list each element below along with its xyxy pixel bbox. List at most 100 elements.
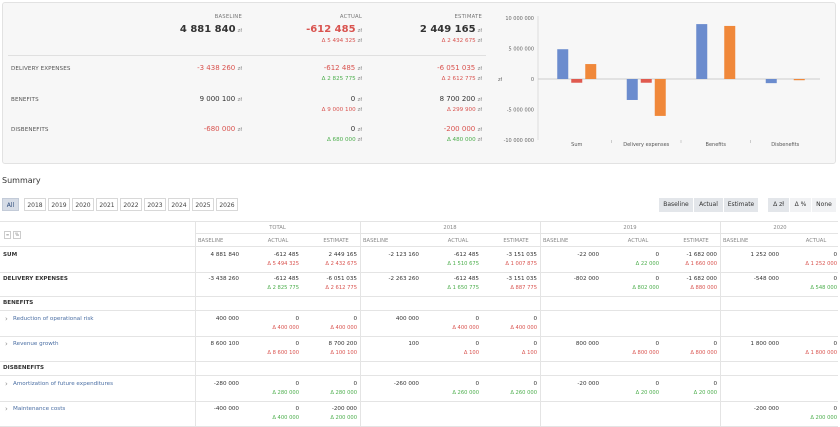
cell-delta: Δ 2 825 775	[267, 285, 299, 291]
column-divider	[720, 221, 721, 427]
cell-value: 0	[833, 406, 837, 412]
year-filter-2019[interactable]: 2019	[48, 198, 70, 211]
cell-delta: Δ 1 252 000	[805, 261, 837, 267]
cell-value: -2 263 260	[388, 276, 420, 282]
sum-estimate: 2 449 165 zł	[419, 24, 482, 35]
cell-delta: Δ 22 000	[635, 261, 659, 267]
cell-delta: Δ 260 000	[452, 390, 479, 396]
group-header-2020: 2020	[773, 225, 787, 231]
year-filter-2020[interactable]: 2020	[72, 198, 94, 211]
cell-delta: Δ 1 007 875	[505, 261, 537, 267]
bar-delivery-expenses	[640, 79, 652, 83]
y-tick-label: -10 000 000	[504, 138, 534, 144]
cell-value: 0	[533, 341, 537, 347]
row-label-amortization-of-future-expenditures[interactable]: Amortization of future expenditures	[13, 381, 113, 387]
cell-delta: Δ 5 494 325	[267, 261, 299, 267]
year-filter-2018[interactable]: 2018	[24, 198, 46, 211]
benefits-baseline: 9 000 100 zł	[199, 95, 242, 103]
cell-delta: Δ 1 650 775	[447, 285, 479, 291]
cell-value: -22 000	[577, 252, 599, 258]
cell-delta: Δ 548 000	[810, 285, 837, 291]
bar-disbenefits	[793, 79, 805, 81]
year-filter-2026[interactable]: 2026	[216, 198, 238, 211]
cell-delta: Δ 100 100	[330, 350, 357, 356]
sub-header-actual: ACTUAL	[805, 238, 827, 244]
row-divider	[0, 336, 838, 337]
x-tick-label: Delivery expenses	[623, 142, 669, 148]
sub-header-baseline: BASELINE	[198, 238, 224, 244]
y-tick-label: 10 000 000	[505, 16, 534, 22]
cell-value: -3 438 260	[208, 276, 240, 282]
cell-value: 8 700 200	[328, 341, 357, 347]
cell-value: -612 485	[273, 276, 299, 282]
sub-header-baseline: BASELINE	[543, 238, 569, 244]
cell-value: 400 000	[395, 316, 419, 322]
delta-percent-button[interactable]: Δ %	[790, 198, 811, 212]
row-divider	[0, 221, 838, 222]
summary-title: Summary	[2, 176, 41, 185]
cell-delta: Δ 8 600 100	[267, 350, 299, 356]
cell-value: 0	[475, 341, 479, 347]
cell-delta: Δ 2 432 675	[325, 261, 357, 267]
year-filter-2021[interactable]: 2021	[96, 198, 118, 211]
cell-delta: Δ 400 000	[272, 415, 299, 421]
row-divider	[0, 375, 838, 376]
disbenefits-actual-delta: Δ 680 000 zł	[326, 137, 362, 143]
cell-value: 0	[295, 406, 299, 412]
row-label-maintenance-costs[interactable]: Maintenance costs	[13, 406, 66, 412]
row-label-delivery-expenses: DELIVERY EXPENSES	[3, 276, 68, 282]
view-baseline-button[interactable]: Baseline	[659, 198, 693, 212]
percent-icon[interactable]: %	[13, 231, 21, 239]
cell-value: 1 252 000	[750, 252, 779, 258]
col-header-baseline: BASELINE	[214, 14, 242, 20]
y-tick-label: 0	[531, 77, 534, 83]
x-tick-label: Disbenefits	[771, 142, 799, 148]
year-filter-2023[interactable]: 2023	[144, 198, 166, 211]
summary-bar-chart: 10 000 000 5 000 000 0 -5 000 000 -10 000 00…	[498, 16, 820, 148]
delta-none-button[interactable]: None	[812, 198, 836, 212]
row-divider	[0, 296, 838, 297]
cell-delta: Δ 400 000	[452, 325, 479, 331]
row-label-disbenefits: DISBENEFITS	[11, 127, 49, 133]
cell-value: -548 000	[753, 276, 779, 282]
cell-value: 4 881 840	[210, 252, 239, 258]
cell-value: -260 000	[393, 381, 419, 387]
delta-currency-button[interactable]: Δ zł	[768, 198, 789, 212]
cell-value: -612 485	[273, 252, 299, 258]
bar-delivery-expenses	[626, 79, 638, 100]
section-label-disbenefits: DISBENEFITS	[3, 365, 45, 371]
cell-delta: Δ 400 000	[330, 325, 357, 331]
sub-header-actual: ACTUAL	[627, 238, 649, 244]
cell-value: -3 151 035	[506, 252, 538, 258]
collapse-all-icon[interactable]: ≡	[4, 231, 11, 239]
cell-value: 2 449 165	[328, 252, 357, 258]
year-filter-2024[interactable]: 2024	[168, 198, 190, 211]
cell-delta: Δ 100	[521, 350, 537, 356]
cell-value: -20 000	[577, 381, 599, 387]
x-tick-label: Sum	[571, 142, 582, 148]
year-filter-2022[interactable]: 2022	[120, 198, 142, 211]
year-filter-2025[interactable]: 2025	[192, 198, 214, 211]
row-label-revenue-growth[interactable]: Revenue growth	[13, 341, 59, 347]
sub-header-actual: ACTUAL	[267, 238, 289, 244]
disbenefits-actual: 0 zł	[350, 125, 362, 133]
sub-header-baseline: BASELINE	[723, 238, 749, 244]
cell-value: 0	[353, 316, 357, 322]
expand-chevron-icon[interactable]: ›	[5, 340, 8, 348]
expand-chevron-icon[interactable]: ›	[5, 315, 8, 323]
expand-chevron-icon[interactable]: ›	[5, 405, 8, 413]
sum-baseline: 4 881 840 zł	[179, 24, 242, 35]
year-filter-all[interactable]: All	[2, 198, 19, 211]
x-tick-label: Benefits	[706, 142, 727, 148]
view-estimate-button[interactable]: Estimate	[724, 198, 758, 212]
cell-value: 0	[833, 341, 837, 347]
cell-delta: Δ 260 000	[510, 390, 537, 396]
y-tick-label: -5 000 000	[507, 108, 534, 114]
view-actual-button[interactable]: Actual	[694, 198, 723, 212]
expand-chevron-icon[interactable]: ›	[5, 380, 8, 388]
cell-value: -400 000	[213, 406, 239, 412]
row-label-reduction-of-operational-risk[interactable]: Reduction of operational risk	[13, 316, 94, 322]
cell-value: 0	[533, 381, 537, 387]
sub-header-actual: ACTUAL	[447, 238, 469, 244]
cell-value: 0	[713, 341, 717, 347]
